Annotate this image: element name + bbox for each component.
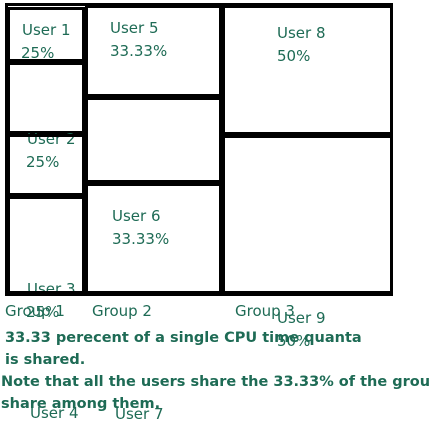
user-name: User 4 xyxy=(30,404,79,422)
user-share: 25% xyxy=(21,44,55,62)
note-line: is shared. xyxy=(5,352,86,368)
user-name: User 8 xyxy=(277,24,326,42)
note-line: share among them. xyxy=(1,396,161,412)
user-share: 33.33% xyxy=(110,42,168,60)
user-box xyxy=(85,5,222,97)
user-share: 50% xyxy=(277,332,311,350)
user-share: 25% xyxy=(26,303,60,321)
user-name: User 1 xyxy=(22,21,71,39)
user-box xyxy=(7,62,85,134)
group-label: Group 2 xyxy=(92,302,152,320)
user-share: 25% xyxy=(26,153,60,171)
user-name: User 9 xyxy=(277,309,326,327)
note-line: Note that all the users share the 33.33%… xyxy=(1,374,429,390)
user-name: User 7 xyxy=(115,405,164,423)
group-label: Group 3 xyxy=(235,302,295,320)
user-name: User 6 xyxy=(112,207,161,225)
user-share: 33.33% xyxy=(112,230,170,248)
group-label: Group 1 xyxy=(5,302,65,320)
note-line: 33.33 perecent of a single CPU time quan… xyxy=(5,330,362,346)
user-box xyxy=(7,7,85,62)
user-box xyxy=(85,97,222,183)
user-box xyxy=(7,134,85,196)
user-name: User 5 xyxy=(110,19,159,37)
user-share: 50% xyxy=(277,47,311,65)
user-box xyxy=(222,5,393,135)
user-share: 25% xyxy=(29,425,62,430)
user-box xyxy=(7,196,85,294)
user-share: 33.33% xyxy=(115,426,172,430)
user-box xyxy=(85,183,222,294)
user-box xyxy=(222,135,393,294)
